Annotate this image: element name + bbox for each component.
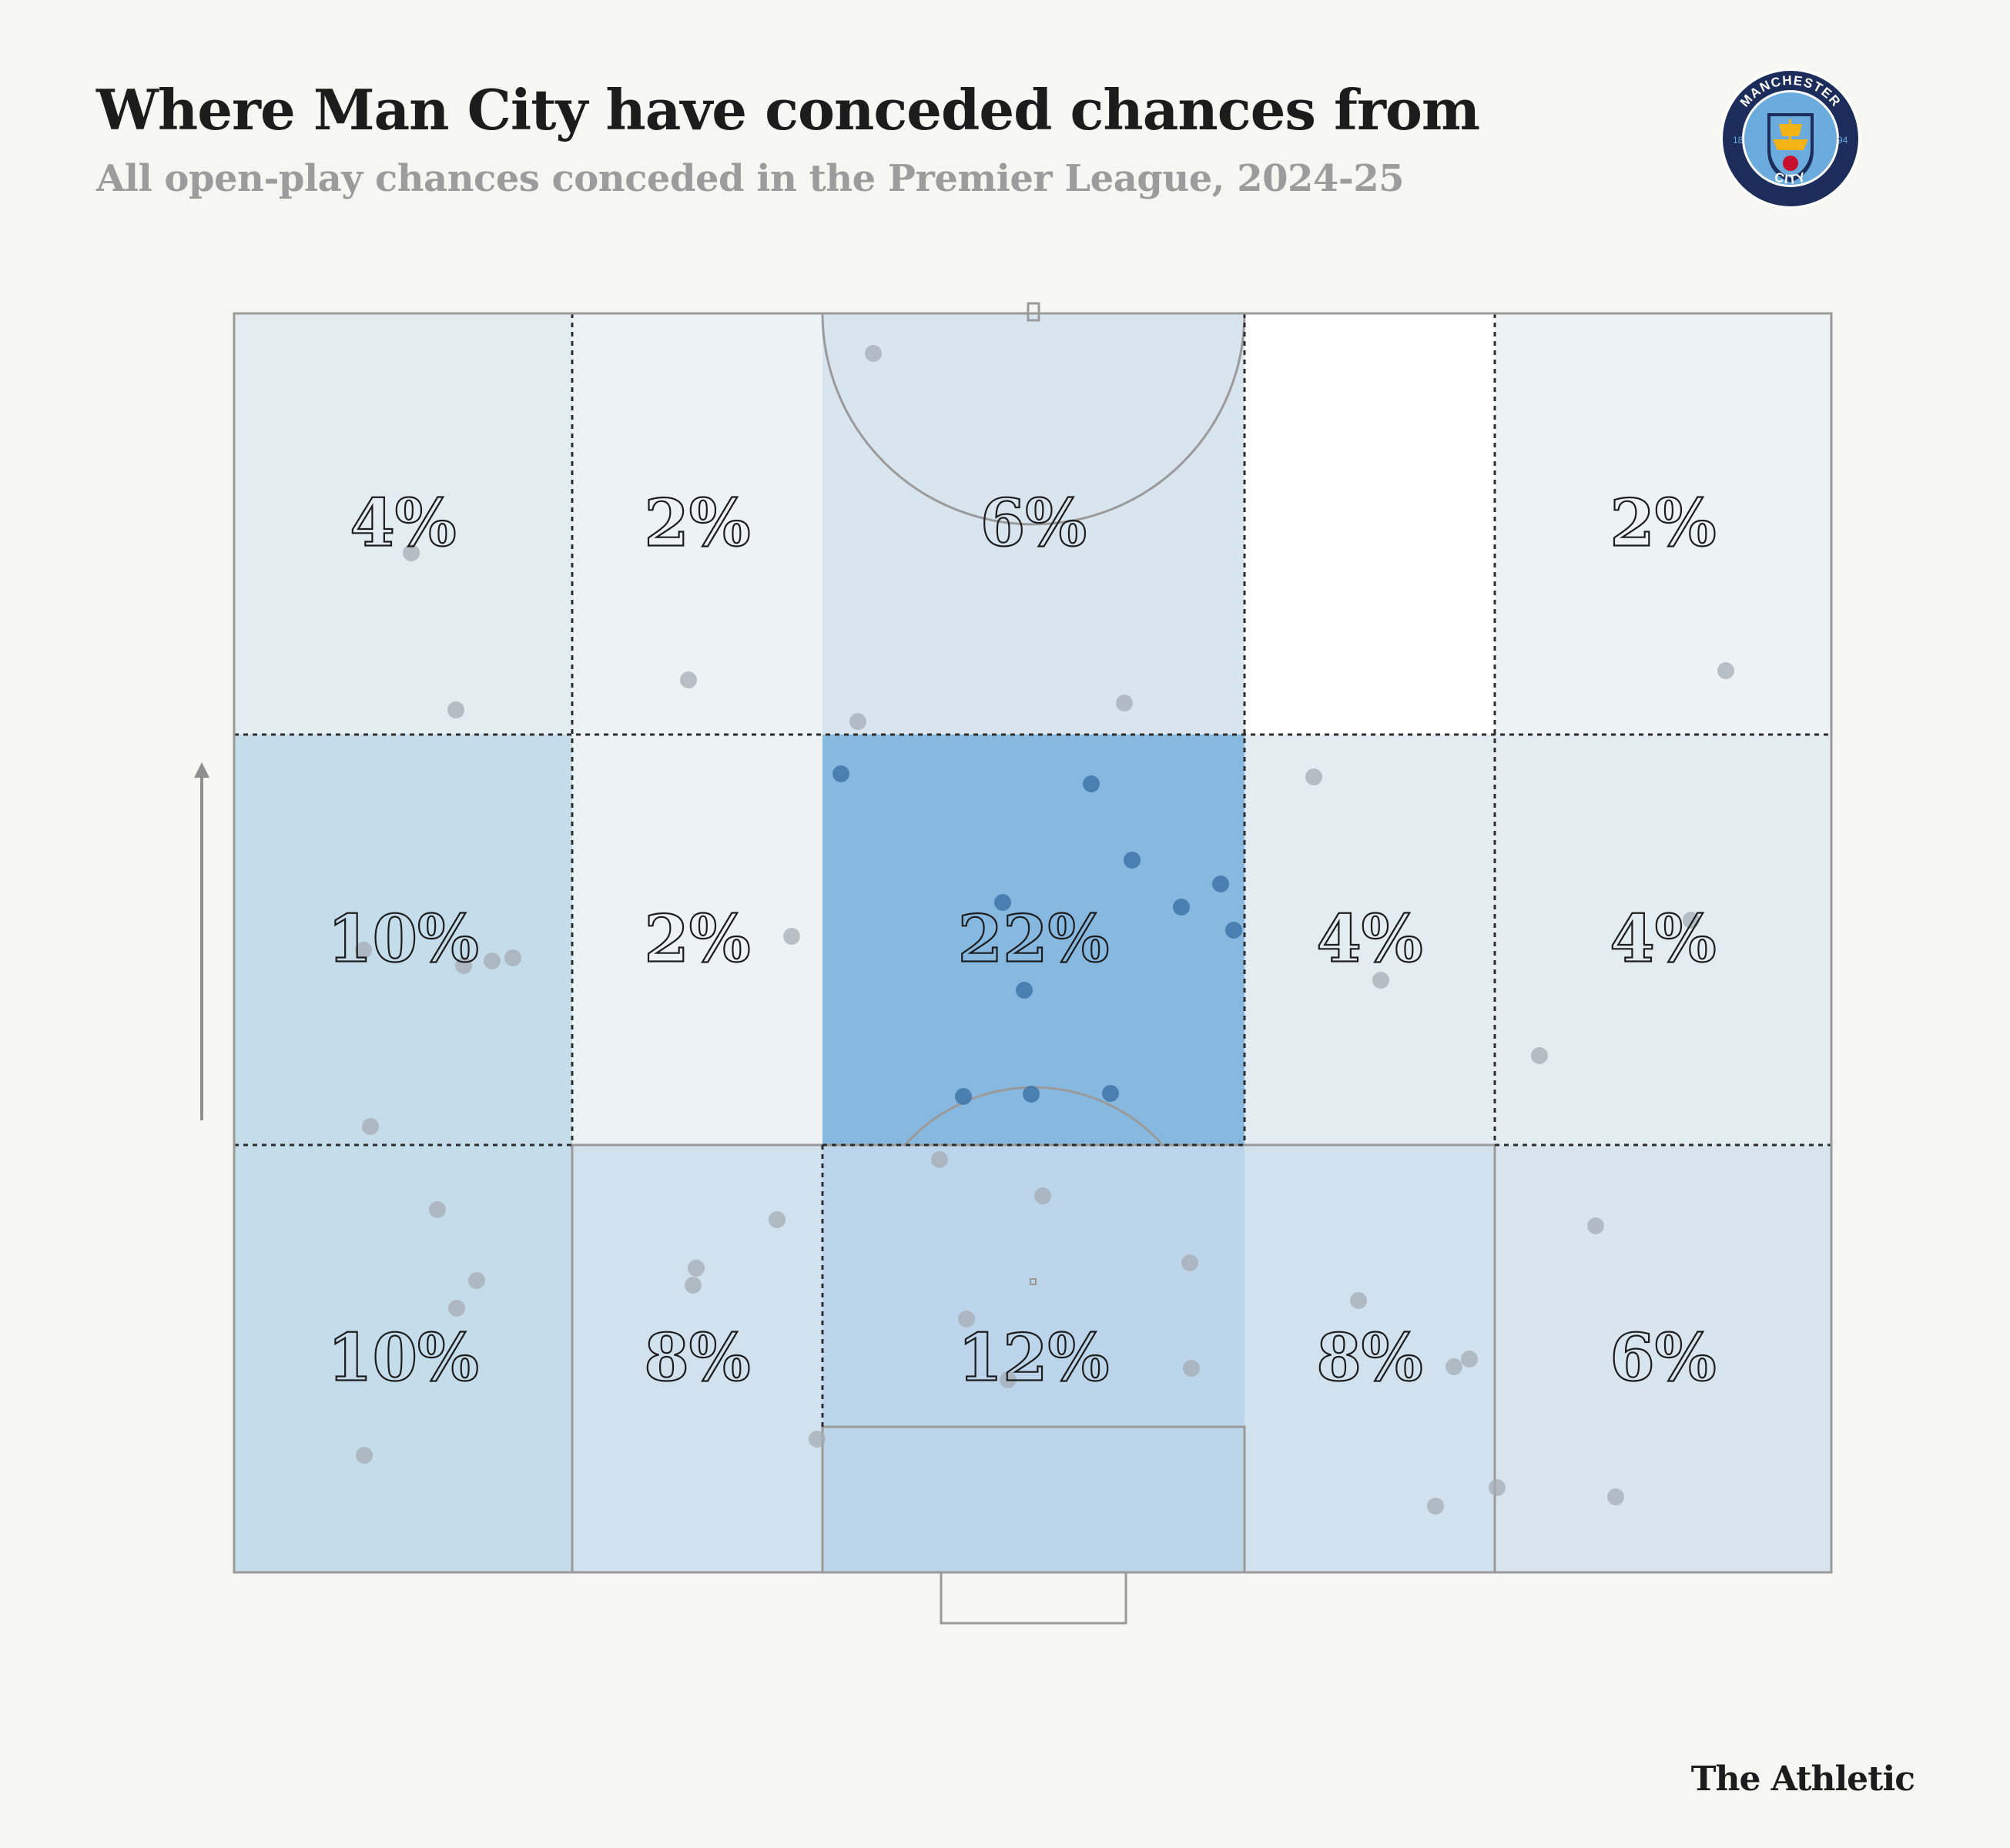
svg-text:CITY: CITY (1773, 169, 1808, 187)
zone-label: 4% (1610, 901, 1716, 977)
chance-dot (448, 1300, 465, 1317)
chance-dot (1102, 1085, 1119, 1102)
zone-label: 6% (1610, 1320, 1716, 1396)
zone-cell (1495, 313, 1831, 735)
chance-dot (362, 1118, 379, 1135)
chance-dot (484, 952, 501, 969)
zone-cell (234, 735, 572, 1145)
zone-label: 6% (980, 485, 1087, 561)
chance-dot (1683, 912, 1700, 929)
zone-label: 10% (327, 901, 479, 977)
zone-label: 2% (644, 485, 750, 561)
chance-dot (1717, 662, 1734, 679)
chart-subtitle: All open-play chances conceded in the Pr… (96, 157, 1405, 200)
zone-label: 8% (1316, 1320, 1422, 1396)
zone-cell (572, 313, 822, 735)
chance-dot (1181, 1254, 1198, 1271)
chance-dot (1212, 875, 1229, 892)
chance-dot (1023, 1086, 1040, 1103)
chance-dot (1124, 852, 1141, 869)
crest-left-year: 18 (1733, 135, 1744, 146)
zone-grid (234, 313, 1831, 1427)
chance-dot (994, 894, 1011, 911)
chance-dot (1000, 1371, 1017, 1388)
zone-label: 2% (1610, 485, 1716, 561)
zone-cell (822, 735, 1245, 1145)
zone-layer (234, 313, 1831, 1572)
chance-dot (783, 928, 800, 945)
goal (940, 1571, 1127, 1625)
zone-label: 22% (958, 901, 1110, 977)
pitch-outline (233, 312, 1833, 1574)
zone-cell (1495, 1145, 1831, 1572)
chance-dot (1305, 768, 1322, 785)
man-city-crest-icon: MANCHESTER CITY 18 94 (1720, 68, 1861, 209)
chart-title: Where Man City have conceded chances fro… (96, 77, 1480, 142)
zone-label: 10% (327, 1320, 479, 1396)
zone-cell (234, 1145, 572, 1572)
chance-dot (1016, 982, 1033, 999)
halfway-spot (1027, 302, 1040, 322)
chance-dot (447, 701, 464, 718)
chance-dot (1116, 695, 1133, 711)
chance-dot (429, 1201, 446, 1218)
chance-dot (1083, 775, 1100, 792)
chance-dot (1607, 1488, 1624, 1505)
zone-labels: 4% 2% 6% 2% 10% 2% 22% 4% 4% 10% 8% 12% 8% 6% (327, 484, 1717, 1396)
zone-cell (1245, 313, 1495, 735)
chance-dot (832, 765, 849, 782)
chance-dot (403, 544, 420, 561)
crest-bottom-text: CITY (1773, 169, 1807, 187)
zone-cell (1495, 735, 1831, 1145)
chance-dot (504, 949, 521, 966)
zone-label: 8% (644, 1320, 750, 1396)
chance-dot (809, 1431, 826, 1448)
chance-dot (769, 1211, 786, 1228)
chance-dot (356, 1447, 373, 1464)
chance-dot (1183, 1360, 1200, 1377)
penalty-spot (1030, 1278, 1037, 1285)
chance-dot (355, 942, 372, 959)
chance-dot (1225, 922, 1242, 939)
chance-dot (1372, 972, 1389, 989)
zone-cell (1245, 735, 1495, 1145)
zone-label: 4% (350, 485, 456, 561)
chance-dot (1350, 1292, 1367, 1309)
chance-dots (355, 345, 1734, 1515)
chance-dot (1531, 1047, 1548, 1064)
chance-dot (865, 345, 882, 362)
zone-label: 12% (958, 1320, 1110, 1396)
zone-cell (822, 1145, 1245, 1572)
chance-dot (1427, 1498, 1444, 1515)
chance-dot (680, 671, 697, 688)
chance-dot (1034, 1187, 1051, 1204)
chance-dot (468, 1272, 485, 1289)
the-athletic-logo: The Athletic (1690, 1759, 1915, 1799)
pitch-heatmap: 4% 2% 6% 2% 10% 2% 22% 4% 4% 10% 8% 12% 8% 6% (194, 302, 1833, 1625)
chance-dot (1489, 1479, 1506, 1496)
chance-dot (1461, 1351, 1478, 1368)
zone-label: 4% (1316, 901, 1422, 977)
chance-dot (955, 1088, 972, 1105)
zone-cell (234, 313, 572, 735)
zone-label: 2% (644, 901, 750, 977)
chance-dot (685, 1277, 702, 1294)
chance-dot (931, 1151, 948, 1168)
chance-dot (455, 957, 472, 974)
chance-dot (1173, 899, 1190, 916)
centre-circle-top (821, 313, 1246, 526)
chance-dot (849, 713, 866, 730)
chance-dot (688, 1260, 705, 1277)
chance-dot (1587, 1217, 1604, 1234)
chance-dot (1446, 1358, 1462, 1375)
crest-right-year: 94 (1837, 135, 1848, 146)
chance-dot (958, 1311, 975, 1327)
zone-cell (572, 735, 822, 1145)
attack-direction-arrow (194, 762, 209, 1120)
